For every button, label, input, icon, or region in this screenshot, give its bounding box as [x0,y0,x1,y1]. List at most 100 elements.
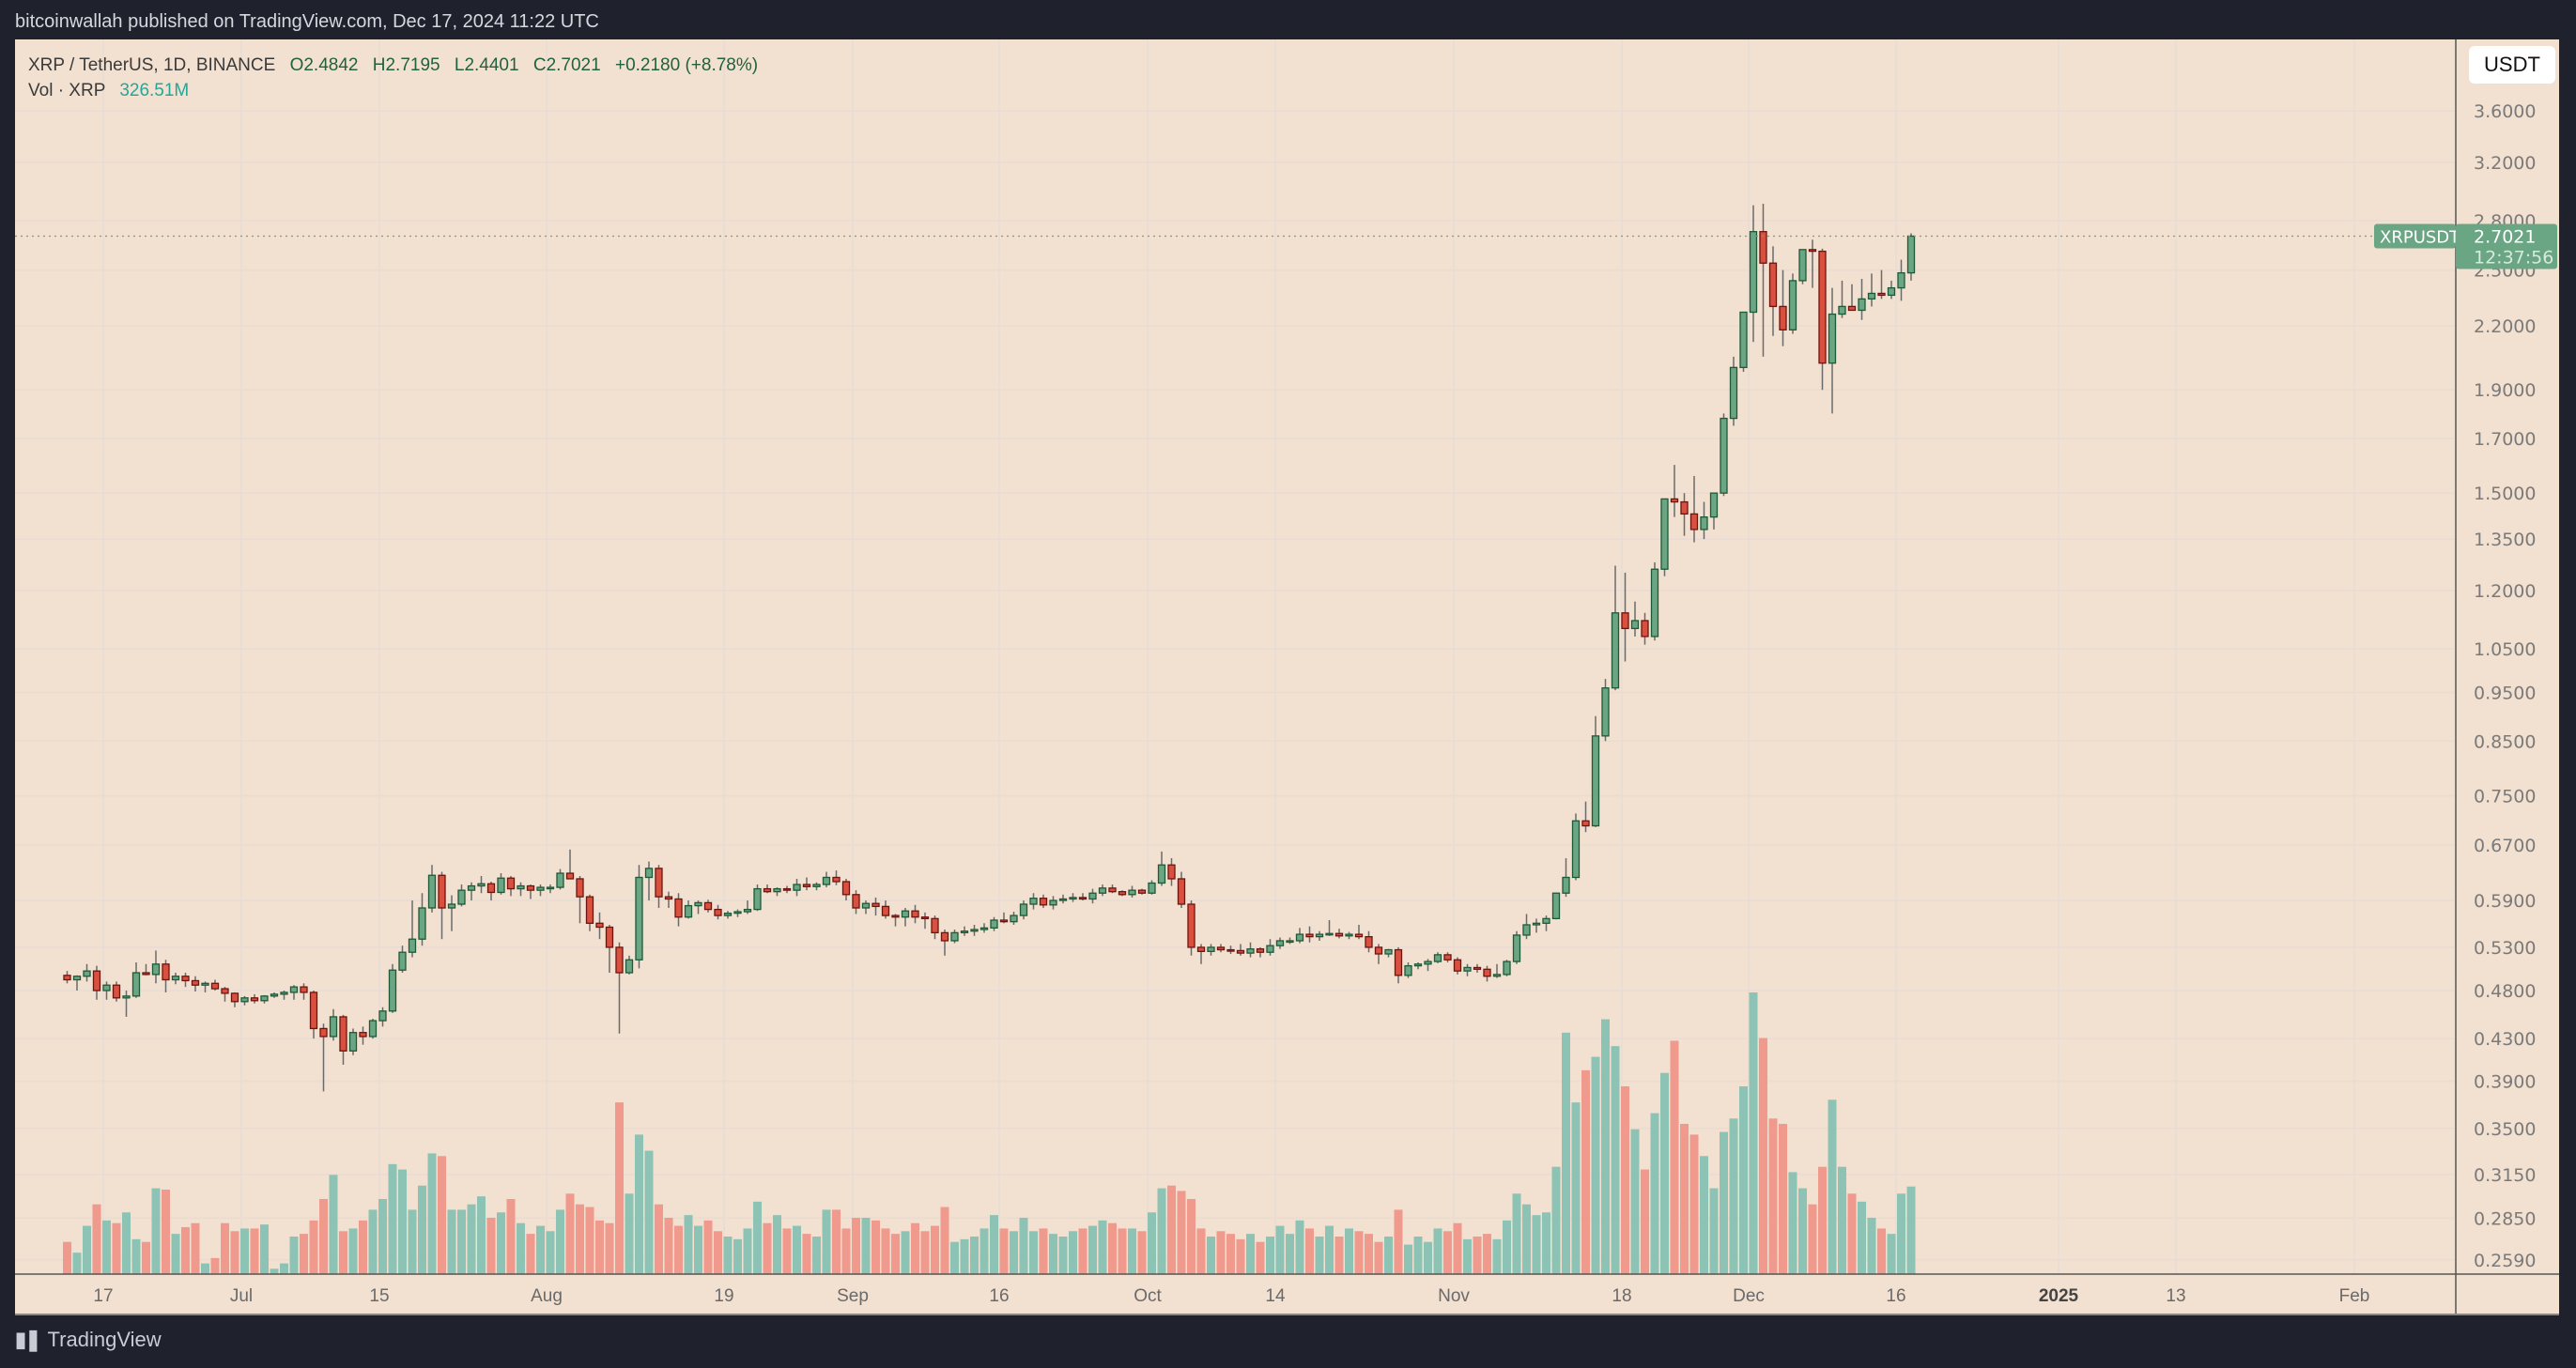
candle-body[interactable] [714,908,722,916]
candle-body[interactable] [280,991,288,995]
candle-body[interactable] [319,1027,328,1038]
candle-body[interactable] [990,919,998,929]
candle-body[interactable] [970,929,979,932]
candle-body[interactable] [438,874,446,909]
candle-body[interactable] [1562,876,1570,894]
candle-body[interactable] [339,1016,347,1052]
candle-body[interactable] [517,884,525,890]
candle-body[interactable] [782,887,792,891]
candle-body[interactable] [644,868,654,879]
candle-body[interactable] [92,970,101,991]
candle-body[interactable] [230,992,239,1003]
candle-body[interactable] [1236,949,1245,954]
candle-body[interactable] [1571,820,1581,879]
candle-body[interactable] [162,963,170,981]
candle-body[interactable] [1601,687,1610,737]
candle-body[interactable] [348,1032,358,1052]
candle-body[interactable] [72,976,82,981]
candle-body[interactable] [408,938,417,953]
candle-body[interactable] [1196,946,1206,952]
candle-body[interactable] [1798,249,1807,282]
candle-body[interactable] [1729,366,1738,420]
candle-body[interactable] [615,946,624,974]
candle-body[interactable] [1650,568,1659,638]
candle-body[interactable] [1709,492,1719,518]
candle-body[interactable] [743,908,752,913]
candle-body[interactable] [852,894,860,909]
candle-body[interactable] [1443,954,1452,961]
candle-body[interactable] [1157,864,1166,884]
candle-body[interactable] [1808,249,1817,253]
candle-body[interactable] [822,876,831,885]
candle-body[interactable] [1246,948,1255,954]
candle-body[interactable] [793,884,801,891]
candle-body[interactable] [1345,933,1353,937]
candle-body[interactable] [1088,892,1097,900]
candle-body[interactable] [999,919,1009,923]
candle-body[interactable] [1512,934,1521,962]
candle-body[interactable] [605,926,614,948]
candle-body[interactable] [920,916,930,920]
candle-body[interactable] [1275,940,1285,946]
candle-body[interactable] [1167,864,1176,880]
candle-body[interactable] [289,986,299,993]
candle-body[interactable] [1039,898,1048,906]
candle-body[interactable] [1463,966,1472,972]
candle-body[interactable] [655,868,663,898]
candle-body[interactable] [457,889,466,905]
candle-body[interactable] [1177,878,1186,905]
candle-body[interactable] [1788,280,1797,330]
candle-body[interactable] [1680,500,1689,515]
candle-body[interactable] [181,976,190,982]
candle-body[interactable] [1118,891,1127,896]
candle-body[interactable] [418,907,426,940]
candle-body[interactable] [1266,945,1274,953]
candle-body[interactable] [723,912,733,916]
candle-body[interactable] [595,922,604,929]
candle-body[interactable] [1749,231,1758,314]
candle-body[interactable] [536,886,545,891]
candle-body[interactable] [477,883,486,887]
candle-body[interactable] [1877,292,1886,297]
candle-body[interactable] [565,872,575,880]
candle-body[interactable] [1630,620,1640,630]
candle-body[interactable] [1591,735,1600,827]
chart-panel[interactable] [15,39,2559,1314]
candle-body[interactable] [427,874,437,909]
candle-body[interactable] [329,1016,338,1038]
candle-body[interactable] [1828,313,1837,364]
candle-body[interactable] [142,972,150,976]
candle-body[interactable] [447,903,456,909]
candle-body[interactable] [63,975,71,981]
candle-body[interactable] [1049,899,1057,906]
candle-body[interactable] [1187,903,1195,948]
candle-body[interactable] [83,970,91,977]
candle-body[interactable] [763,887,772,893]
candle-body[interactable] [1492,974,1502,977]
candle-body[interactable] [802,884,811,887]
candle-body[interactable] [398,951,407,971]
candle-body[interactable] [1058,898,1068,901]
candle-body[interactable] [1384,948,1393,955]
candle-body[interactable] [841,881,851,896]
candle-body[interactable] [270,993,279,997]
candle-body[interactable] [1621,612,1629,630]
candle-body[interactable] [1108,887,1117,893]
candle-body[interactable] [1010,915,1018,923]
candle-body[interactable] [1226,948,1235,952]
candle-body[interactable] [467,884,476,891]
candle-body[interactable] [674,898,683,918]
candle-body[interactable] [625,959,634,974]
candle-body[interactable] [1433,954,1442,962]
candle-body[interactable] [1286,940,1294,944]
candle-body[interactable] [1522,924,1531,936]
candle-body[interactable] [1818,250,1827,364]
candle-body[interactable] [861,902,871,909]
candle-body[interactable] [122,995,131,999]
candle-body[interactable] [635,876,643,961]
candle-body[interactable] [1670,498,1679,503]
candle-body[interactable] [240,997,249,1003]
candle-body[interactable] [1453,959,1462,972]
candle-body[interactable] [1365,936,1373,948]
